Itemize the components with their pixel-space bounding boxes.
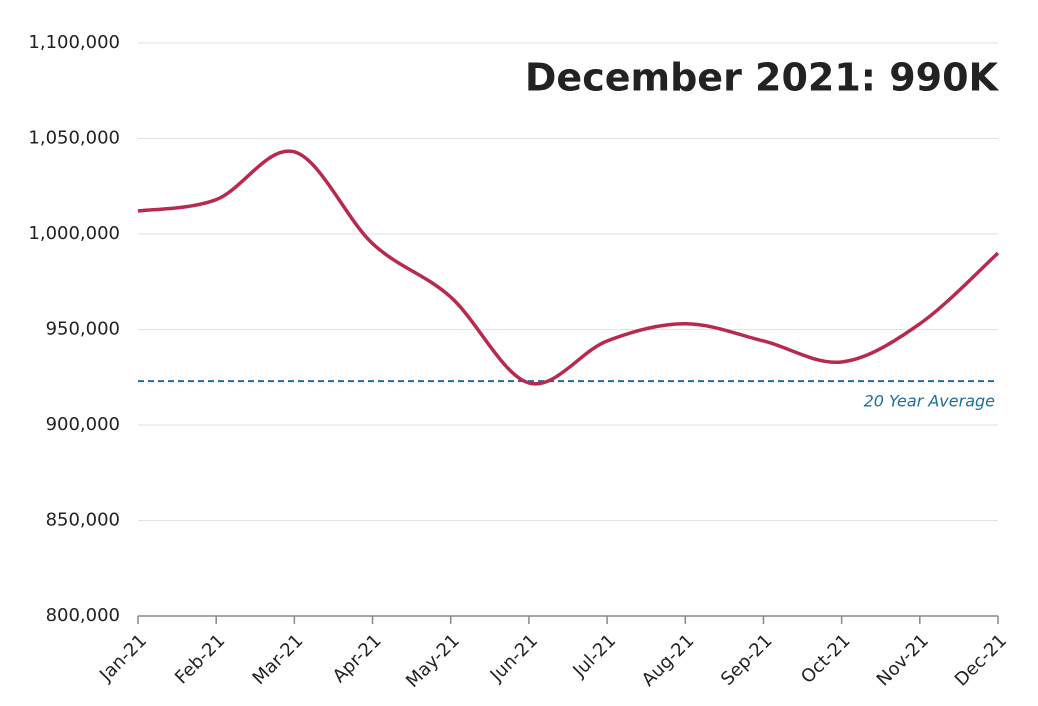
x-tick-label: Jan-21 (95, 630, 151, 686)
y-tick-label: 1,100,000 (28, 32, 120, 53)
x-tick-label: Mar-21 (249, 630, 308, 689)
annotation: December 2021: 990K (525, 56, 1000, 100)
x-tick-label: May-21 (402, 630, 464, 692)
x-tick-label: Sep-21 (717, 630, 777, 690)
x-tick-label: Apr-21 (329, 630, 386, 687)
x-tick-label: Oct-21 (797, 630, 855, 688)
x-tick-label: Aug-21 (638, 630, 698, 690)
y-tick-label: 950,000 (46, 319, 120, 340)
x-tick-label: Nov-21 (873, 630, 933, 690)
x-tick-label: Dec-21 (951, 630, 1011, 690)
reference-label: 20 Year Average (864, 392, 996, 411)
y-tick-label: 850,000 (46, 510, 120, 531)
x-tick-label: Jul-21 (568, 630, 620, 682)
y-tick-label: 1,050,000 (28, 128, 120, 149)
x-tick-label: Jun-21 (486, 630, 542, 686)
y-tick-label: 900,000 (46, 414, 120, 435)
y-tick-label: 1,000,000 (28, 223, 120, 244)
x-tick-label: Feb-21 (171, 630, 229, 688)
y-tick-label: 800,000 (46, 605, 120, 626)
data-line (137, 149, 1000, 386)
